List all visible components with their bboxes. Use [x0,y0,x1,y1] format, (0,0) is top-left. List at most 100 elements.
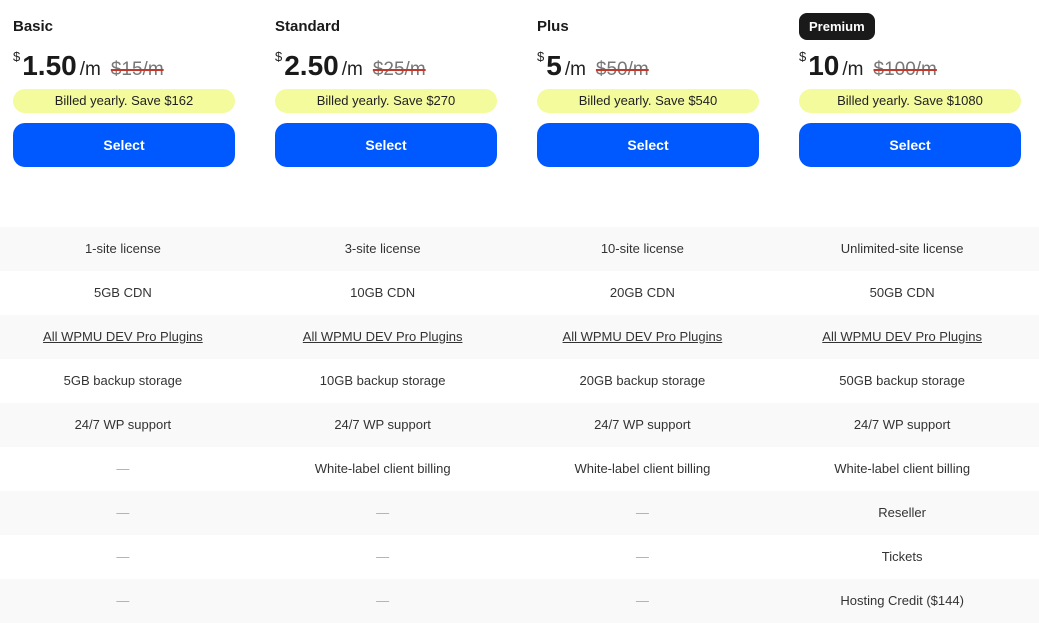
price: $10/m $100/m [799,49,937,82]
feature-cell: All WPMU DEV Pro Plugins [779,315,1039,359]
pro-plugins-link[interactable]: All WPMU DEV Pro Plugins [302,329,463,344]
feature-cell: — [520,535,780,579]
feature-cell: 3-site license [260,227,520,271]
feature-cell: All WPMU DEV Pro Plugins [260,315,520,359]
plan-name: Plus [537,18,569,35]
feature-text: 24/7 WP support [594,417,691,432]
plan-name: Basic [13,18,54,35]
feature-cell: 20GB backup storage [520,359,780,403]
feature-row: 5GB backup storage 10GB backup storage 20G… [0,359,1039,403]
feature-cell: All WPMU DEV Pro Plugins [520,315,780,359]
feature-text: White-label client billing [574,461,711,476]
feature-cell: 20GB CDN [520,271,780,315]
currency-symbol: $ [799,49,807,64]
feature-row: 1-site license 3-site license 10-site lice… [0,227,1039,271]
feature-cell: Reseller [779,491,1039,535]
not-included-dash: — [635,549,649,564]
feature-cell: 24/7 WP support [779,403,1039,447]
feature-cell: White-label client billing [779,447,1039,491]
feature-cell: — [260,535,520,579]
not-included-dash: — [376,593,390,608]
feature-cell: 5GB CDN [0,271,260,315]
feature-row: — — — Tickets [0,535,1039,579]
feature-text: 20GB CDN [609,285,675,300]
select-button[interactable]: Select [275,123,497,167]
plan-name: Standard [275,18,341,35]
not-included-dash: — [376,505,390,520]
feature-cell: 10GB CDN [260,271,520,315]
feature-text: 10GB backup storage [319,373,446,388]
currency-symbol: $ [13,49,21,64]
pro-plugins-link[interactable]: All WPMU DEV Pro Plugins [43,329,203,344]
feature-text: Unlimited-site license [840,241,964,256]
feature-cell: 50GB CDN [779,271,1039,315]
currency-symbol: $ [537,49,545,64]
feature-cell: 10GB backup storage [260,359,520,403]
select-button[interactable]: Select [13,123,235,167]
select-button[interactable]: Select [537,123,759,167]
feature-text: 50GB CDN [869,285,935,300]
feature-text: 50GB backup storage [839,373,965,388]
price-period: /m [564,59,586,80]
feature-cell: — [0,579,260,623]
feature-text: 24/7 WP support [334,417,431,432]
feature-cell: Tickets [779,535,1039,579]
feature-cell: 24/7 WP support [0,403,260,447]
feature-cell: — [260,491,520,535]
feature-text: 3-site license [344,241,421,256]
feature-text: 5GB backup storage [63,373,183,388]
savings-badge: Billed yearly. Save $1080 [799,89,1021,113]
feature-text: 5GB CDN [93,285,152,300]
original-price: $15/m [110,59,164,80]
feature-cell: 24/7 WP support [520,403,780,447]
feature-row: 5GB CDN 10GB CDN 20GB CDN 50GB CDN [0,271,1039,315]
feature-row: 24/7 WP support 24/7 WP support 24/7 WP su… [0,403,1039,447]
price: $1.50/m $15/m [13,49,164,82]
feature-row: All WPMU DEV Pro Plugins All WPMU DEV Pro… [0,315,1039,359]
feature-text: White-label client billing [314,461,451,476]
pro-plugins-link[interactable]: All WPMU DEV Pro Plugins [822,329,982,344]
original-price: $50/m [595,59,649,80]
feature-cell: 24/7 WP support [260,403,520,447]
savings-badge: Billed yearly. Save $162 [13,89,235,113]
feature-text: 10GB CDN [350,285,416,300]
feature-text: 24/7 WP support [853,417,951,432]
price-amount: 5 [546,50,562,81]
feature-cell: 5GB backup storage [0,359,260,403]
feature-cell: Unlimited-site license [779,227,1039,271]
feature-cell: — [520,491,780,535]
price-amount: 2.50 [284,50,339,81]
not-included-dash: — [635,505,649,520]
not-included-dash: — [116,593,130,608]
feature-row: — — — Reseller [0,491,1039,535]
feature-cell: Hosting Credit ($144) [779,579,1039,623]
not-included-dash: — [376,549,390,564]
price-period: /m [842,59,864,80]
feature-cell: White-label client billing [520,447,780,491]
feature-text: Hosting Credit ($144) [840,593,964,608]
pro-plugins-link[interactable]: All WPMU DEV Pro Plugins [562,329,723,344]
feature-cell: — [0,535,260,579]
not-included-dash: — [116,461,130,476]
select-button[interactable]: Select [799,123,1021,167]
feature-cell: All WPMU DEV Pro Plugins [0,315,260,359]
price: $5/m $50/m [537,49,649,82]
not-included-dash: — [116,549,130,564]
feature-cell: 1-site license [0,227,260,271]
feature-text: 20GB backup storage [579,373,706,388]
price-amount: 1.50 [22,50,77,81]
feature-cell: — [260,579,520,623]
plan-badge: Premium [799,13,875,40]
original-price: $25/m [372,59,426,80]
original-price: $100/m [873,59,937,80]
feature-text: Tickets [881,549,923,564]
feature-row: — White-label client billing White-label c… [0,447,1039,491]
feature-cell: 10-site license [520,227,780,271]
feature-cell: White-label client billing [260,447,520,491]
price-amount: 10 [808,50,840,81]
feature-cell: 50GB backup storage [779,359,1039,403]
feature-text: White-label client billing [834,461,971,476]
feature-text: 1-site license [84,241,161,256]
savings-badge: Billed yearly. Save $540 [537,89,759,113]
price-period: /m [79,59,101,80]
